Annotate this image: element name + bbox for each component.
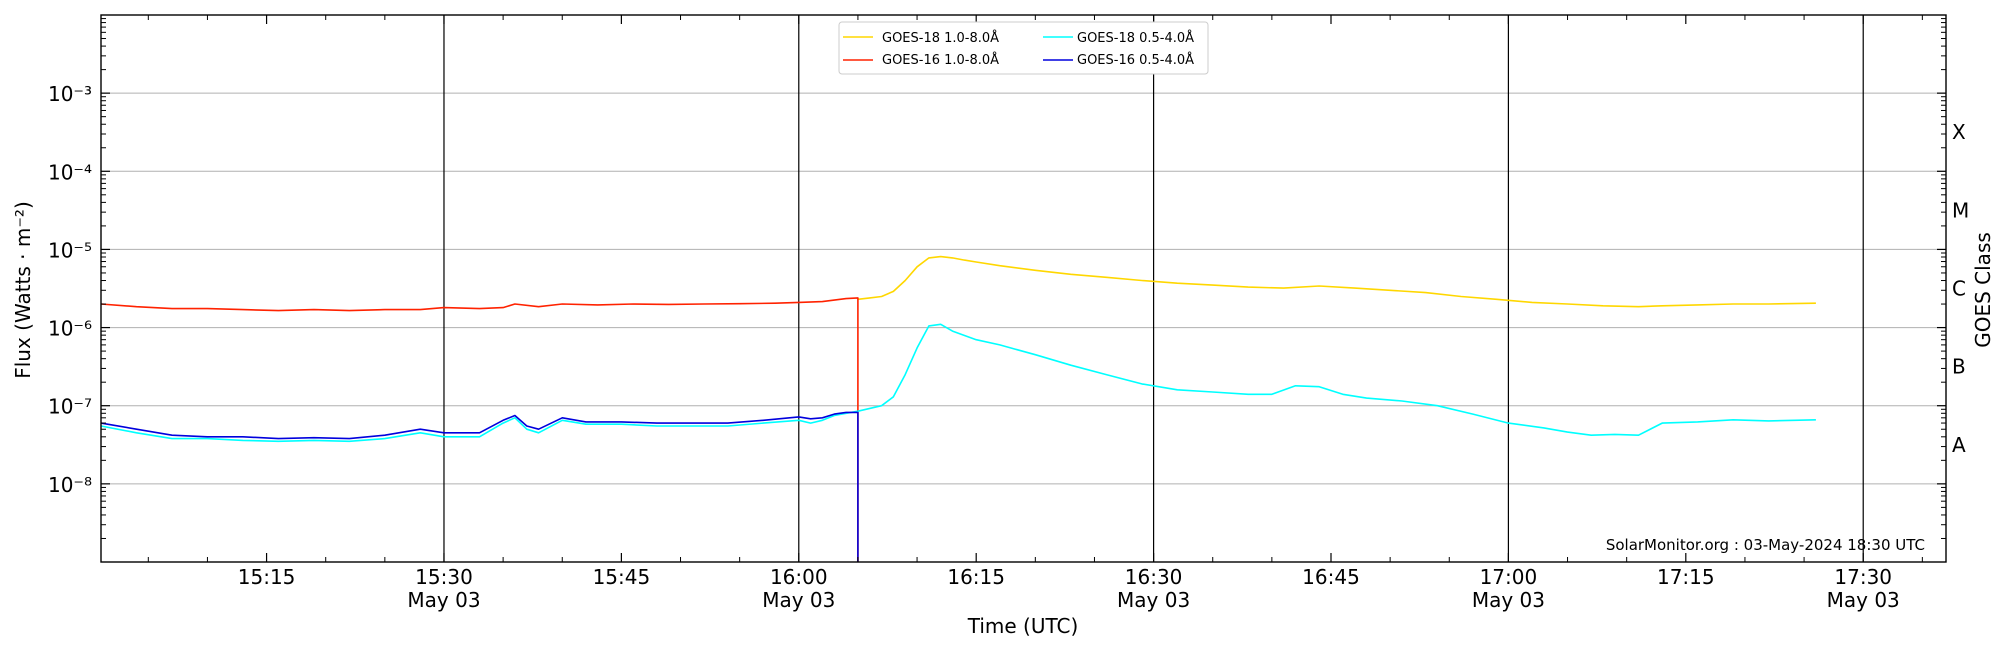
goes-class-labels: A B C M X [1952,120,1969,457]
legend-label-goes18-long: GOES-18 1.0-8.0Å [882,30,999,46]
y-tick-label: 10⁻⁶ [48,317,92,341]
y-tick-label: 10⁻⁵ [48,238,92,262]
legend-label-goes16-long: GOES-16 1.0-8.0Å [882,52,999,68]
x-tick-label: 16:45 [1302,565,1360,589]
goes-class-label: M [1952,198,1969,222]
y-tick-labels: 10⁻⁸ 10⁻⁷ 10⁻⁶ 10⁻⁵ 10⁻⁴ 10⁻³ [48,82,92,497]
x-tick-date-label: May 03 [1827,588,1900,612]
x-tick-label: 16:00 [770,565,828,589]
goes-class-label: X [1952,120,1966,144]
x-tick-date-label: May 03 [1117,588,1190,612]
y2-axis-title: GOES Class [1971,232,1995,348]
y-tick-label: 10⁻⁴ [48,160,92,184]
legend-box [838,21,1209,75]
x-tick-label: 16:15 [947,565,1005,589]
x-tick-date-label: May 03 [762,588,835,612]
x-tick-label: 17:30 [1834,565,1892,589]
x-tick-label: 17:15 [1657,565,1715,589]
x-tick-label: 15:15 [238,565,296,589]
x-tick-label: 15:45 [593,565,651,589]
y-tick-label: 10⁻³ [48,82,92,106]
x-tick-label: 17:00 [1480,565,1538,589]
credit-text: SolarMonitor.org : 03-May-2024 18:30 UTC [1606,536,1925,554]
x-tick-date-label: May 03 [1472,588,1545,612]
y-axis-title: Flux (Watts · m⁻²) [11,201,35,379]
legend: GOES-18 1.0-8.0Å GOES-16 1.0-8.0Å GOES-1… [838,21,1209,75]
series-line-2 [100,323,1816,443]
grid-layer [101,15,1946,562]
goes-class-label: C [1952,277,1966,301]
goes-class-label: B [1952,355,1966,379]
plot-frame [100,14,1947,563]
series-layer [100,255,1816,562]
goes-class-label: A [1952,433,1966,457]
y-tick-label: 10⁻⁸ [48,473,92,497]
series-line-0 [857,255,1816,308]
legend-label-goes18-short: GOES-18 0.5-4.0Å [1077,30,1194,46]
series-line-1 [100,297,859,562]
y-tick-label: 10⁻⁷ [48,395,92,419]
legend-label-goes16-short: GOES-16 0.5-4.0Å [1077,52,1194,68]
tick-layer [101,15,1946,562]
x-tick-date-label: May 03 [407,588,480,612]
x-axis-title: Time (UTC) [967,614,1079,638]
x-tick-label: 16:30 [1125,565,1183,589]
plot-background [101,15,1946,562]
series-line-3 [100,411,859,562]
x-tick-label: 15:30 [415,565,473,589]
